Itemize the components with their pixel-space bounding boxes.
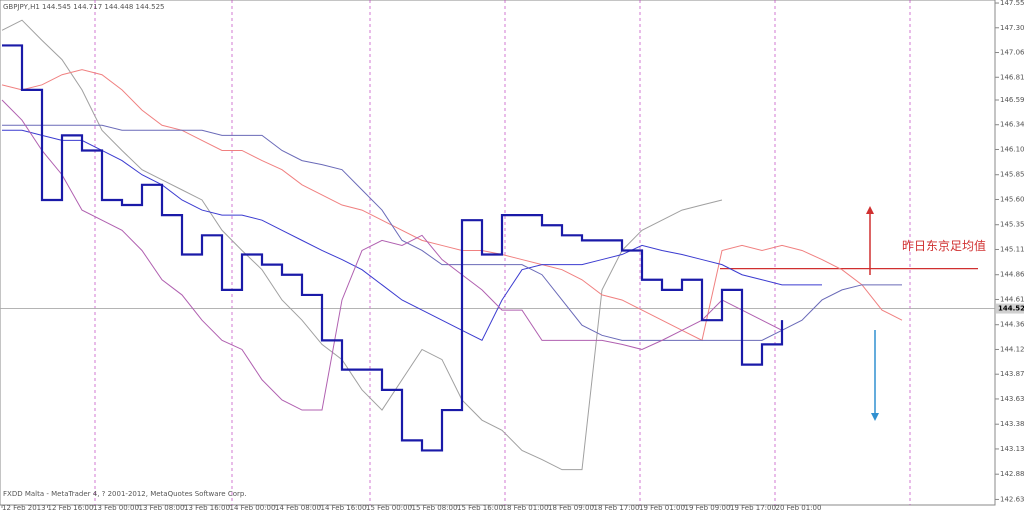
x-tick-label: 19 Feb 01:00 [639, 504, 685, 512]
arrows [866, 206, 879, 421]
series-line [1, 19, 723, 471]
x-tick-label: 13 Feb 00:00 [93, 504, 139, 512]
x-tick-label: 12 Feb 2013 [2, 504, 46, 512]
x-tick-label: 15 Feb 16:00 [457, 504, 503, 512]
series-line [2, 44, 784, 452]
y-tick-label: 143.875 [1000, 370, 1024, 378]
x-tick-label: 14 Feb 00:00 [230, 504, 276, 512]
y-tick-label: 147.060 [1000, 49, 1024, 57]
x-tick-label: 20 Feb 01:00 [776, 504, 822, 512]
x-tick-label: 14 Feb 08:00 [275, 504, 321, 512]
chart-title: GBPJPY,H1 144.545 144.717 144.448 144.52… [3, 3, 165, 11]
y-tick-label: 142.885 [1000, 470, 1024, 478]
y-tick-label: 143.135 [1000, 445, 1024, 453]
current-price-label: 144.525 [998, 305, 1024, 313]
y-tick-label: 144.365 [1000, 321, 1024, 329]
x-tick-label: 18 Feb 09:00 [548, 504, 594, 512]
y-tick-label: 146.345 [1000, 121, 1024, 129]
y-tick-label: 143.630 [1000, 395, 1024, 403]
y-tick-label: 142.635 [1000, 495, 1024, 503]
y-tick-label: 145.355 [1000, 221, 1024, 229]
y-tick-label: 145.110 [1000, 245, 1024, 253]
y-tick-label: 145.605 [1000, 195, 1024, 203]
series-line [2, 129, 822, 342]
y-tick-label: 147.550 [1000, 0, 1024, 7]
day-separators [94, 0, 911, 505]
x-tick-label: 18 Feb 17:00 [594, 504, 640, 512]
y-tick-label: 146.815 [1000, 73, 1024, 81]
x-tick-label: 14 Feb 16:00 [321, 504, 367, 512]
x-tick-label: 13 Feb 16:00 [184, 504, 230, 512]
x-tick-label: 18 Feb 01:00 [503, 504, 549, 512]
x-tick-label: 12 Feb 16:00 [48, 504, 94, 512]
y-tick-label: 145.850 [1000, 171, 1024, 179]
series-line [2, 124, 902, 341]
y-tick-label: 144.860 [1000, 271, 1024, 279]
x-tick-label: 13 Feb 08:00 [139, 504, 185, 512]
x-tick-label: 15 Feb 08:00 [412, 504, 458, 512]
x-tick-label: 19 Feb 17:00 [730, 504, 776, 512]
plot-frame [0, 0, 996, 506]
y-tick-label: 144.615 [1000, 295, 1024, 303]
y-tick-label: 144.120 [1000, 345, 1024, 353]
y-tick-label: 146.590 [1000, 96, 1024, 104]
x-tick-label: 19 Feb 09:00 [685, 504, 731, 512]
y-tick-label: 147.305 [1000, 24, 1024, 32]
footer: FXDD Malta - MetaTrader 4, ? 2001-2012, … [3, 490, 247, 498]
current-price-box [996, 303, 1024, 314]
tokyo-average-label: 昨日东京足均值 [902, 238, 986, 253]
series-line [1, 99, 783, 411]
x-tick-label: 15 Feb 00:00 [366, 504, 412, 512]
y-tick-label: 146.100 [1000, 145, 1024, 153]
series-line [1, 69, 903, 342]
y-tick-label: 143.380 [1000, 420, 1024, 428]
